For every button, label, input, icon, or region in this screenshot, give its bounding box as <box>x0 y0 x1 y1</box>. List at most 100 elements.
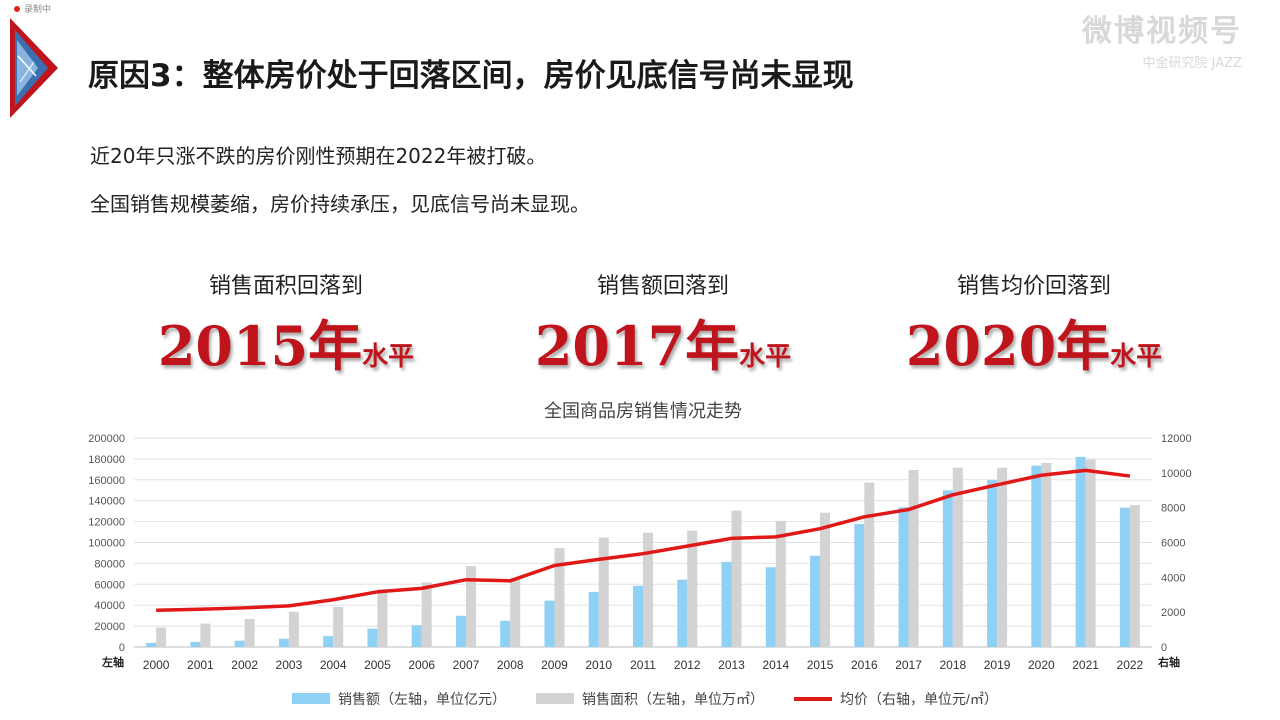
x-tick-label: 2007 <box>453 658 480 672</box>
left-tick-label: 200000 <box>88 433 125 445</box>
x-tick-label: 2016 <box>851 658 878 672</box>
right-tick-label: 12000 <box>1161 433 1192 445</box>
legend-label: 均价（右轴，单位元/㎡） <box>840 691 998 707</box>
watermark: 微博视频号 中金研究院 JAZZ <box>1082 6 1242 71</box>
bar-sales <box>323 636 334 647</box>
stat-value: 2017年水平 <box>483 302 843 381</box>
bar-area <box>1041 462 1052 647</box>
stat-avg-price: 销售均价回落到 2020年水平 <box>854 268 1214 381</box>
stat-year: 2017年 <box>534 314 740 378</box>
x-tick-label: 2022 <box>1117 658 1144 672</box>
x-tick-label: 2008 <box>497 658 524 672</box>
bar-sales <box>898 507 909 647</box>
bar-area <box>156 627 167 647</box>
bar-area <box>421 582 432 647</box>
left-tick-label: 180000 <box>88 454 125 466</box>
right-tick-label: 4000 <box>1161 572 1185 584</box>
page-title: 原因3：整体房价处于回落区间，房价见底信号尚未显现 <box>88 58 854 94</box>
x-tick-label: 2018 <box>939 658 966 672</box>
bar-sales <box>1031 465 1042 647</box>
bar-area <box>687 530 698 647</box>
bar-area <box>643 532 653 647</box>
bar-area <box>775 520 786 647</box>
stat-value: 2020年水平 <box>854 302 1214 381</box>
stat-sales-amount: 销售额回落到 2017年水平 <box>483 268 843 381</box>
x-tick-label: 2003 <box>276 658 303 672</box>
logo-icon <box>10 18 58 118</box>
stat-year: 2020年 <box>905 314 1111 378</box>
left-tick-label: 80000 <box>94 558 125 570</box>
bar-area <box>244 618 255 647</box>
legend-swatch <box>292 693 330 704</box>
bar-sales <box>987 480 998 647</box>
bar-area <box>465 566 476 647</box>
x-tick-label: 2006 <box>408 658 435 672</box>
right-tick-label: 0 <box>1161 642 1167 654</box>
stat-label: 销售均价回落到 <box>956 274 1111 299</box>
left-tick-label: 0 <box>119 642 125 654</box>
x-tick-label: 2002 <box>231 658 258 672</box>
left-tick-label: 140000 <box>88 496 125 508</box>
x-tick-label: 2019 <box>984 658 1011 672</box>
bar-area <box>200 623 211 647</box>
right-tick-label: 8000 <box>1161 503 1185 515</box>
x-tick-label: 2014 <box>762 658 789 672</box>
bar-area <box>997 467 1008 647</box>
bar-sales <box>942 490 953 647</box>
bar-area <box>864 482 875 647</box>
legend-swatch <box>536 693 574 704</box>
sales-trend-chart: 全国商品房销售情况走势02000040000600008000010000012… <box>88 401 1192 707</box>
record-dot-icon <box>14 5 20 12</box>
bar-area <box>731 510 742 647</box>
bar-area <box>377 589 388 647</box>
watermark-main: 微博视频号 <box>1082 14 1242 49</box>
x-tick-label: 2012 <box>674 658 701 672</box>
left-tick-label: 20000 <box>94 621 125 633</box>
bar-sales <box>190 641 201 647</box>
x-tick-label: 2000 <box>143 658 170 672</box>
bar-sales <box>146 642 157 647</box>
bar-sales <box>367 628 378 647</box>
bar-sales <box>633 585 643 647</box>
bar-sales <box>721 561 732 647</box>
x-tick-label: 2010 <box>585 658 612 672</box>
x-tick-label: 2020 <box>1028 658 1055 672</box>
bar-sales <box>544 600 555 647</box>
bar-sales <box>588 591 599 647</box>
stat-unit: 水平 <box>739 342 792 372</box>
x-tick-label: 2011 <box>630 658 656 672</box>
bar-sales <box>765 567 776 647</box>
line-avg-price <box>156 468 1131 612</box>
bar-sales <box>1119 507 1130 647</box>
bar-sales <box>854 524 865 647</box>
x-tick-label: 2015 <box>807 658 834 672</box>
right-tick-label: 6000 <box>1161 538 1185 550</box>
x-tick-label: 2013 <box>718 658 745 672</box>
right-tick-label: 10000 <box>1161 468 1192 480</box>
stat-unit: 水平 <box>1110 342 1163 372</box>
bar-sales <box>1075 456 1086 647</box>
bar-area <box>820 512 831 647</box>
bar-area <box>908 469 919 647</box>
recording-label: 录制中 <box>24 5 52 15</box>
left-tick-label: 100000 <box>88 538 125 550</box>
bar-area <box>333 607 344 647</box>
bar-area <box>510 578 521 647</box>
stat-sales-area: 销售面积回落到 2015年水平 <box>106 268 466 381</box>
bar-sales <box>411 625 422 647</box>
left-tick-label: 60000 <box>94 579 125 591</box>
bar-sales <box>810 555 821 647</box>
bullet-line-1: 近20年只涨不跌的房价刚性预期在2022年被打破。 <box>90 144 547 168</box>
stat-label: 销售面积回落到 <box>208 274 363 299</box>
x-tick-label: 2021 <box>1072 658 1099 672</box>
left-axis-label: 左轴 <box>101 655 124 669</box>
bar-area <box>952 467 963 647</box>
bar-sales <box>278 638 289 647</box>
bar-area <box>1085 459 1096 647</box>
stat-year: 2015年 <box>157 314 363 378</box>
watermark-sub: 中金研究院 JAZZ <box>1142 56 1242 71</box>
x-tick-label: 2004 <box>320 658 347 672</box>
stat-label: 销售额回落到 <box>596 274 729 299</box>
recording-indicator: 录制中 <box>14 2 51 15</box>
legend-label: 销售面积（左轴，单位万㎡） <box>582 691 764 707</box>
